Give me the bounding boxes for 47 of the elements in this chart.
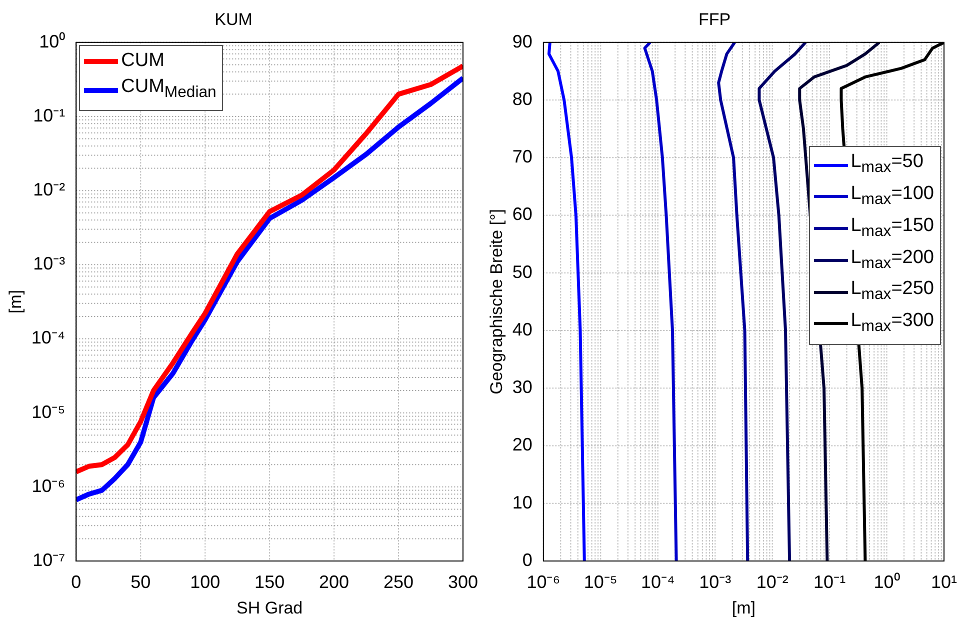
y-tick-label: 10⁻⁶ bbox=[32, 476, 66, 496]
x-tick-label: 10⁻⁶ bbox=[526, 572, 560, 592]
legend-label: L$_{max}$=300 bbox=[850, 309, 934, 337]
x-tick-label: 10⁻² bbox=[756, 572, 788, 592]
x-tick-label: 0 bbox=[71, 572, 82, 592]
y-tick-label: 10⁻² bbox=[33, 180, 66, 200]
x-axis-title: SH Grad bbox=[236, 598, 303, 618]
x-tick-label: 10¹ bbox=[930, 572, 958, 592]
x-tick-label: 300 bbox=[448, 572, 478, 592]
y-axis-title: [m] bbox=[6, 290, 25, 314]
y-tick-label: 0 bbox=[522, 550, 532, 570]
y-tick-label: 80 bbox=[512, 88, 532, 109]
x-tick-label: 10⁻¹ bbox=[814, 572, 846, 592]
y-tick-label: 10⁻¹ bbox=[33, 105, 66, 126]
x-tick-label: 250 bbox=[383, 572, 414, 592]
y-tick-label: 90 bbox=[512, 31, 532, 52]
y-tick-label: 10⁻⁴ bbox=[31, 328, 66, 348]
legend-label: L$_{max}$=250 bbox=[850, 277, 934, 306]
y-tick-label: 50 bbox=[512, 262, 532, 282]
legend-label: L$_{max}$=50 bbox=[850, 150, 924, 178]
legend-label: L$_{max}$=200 bbox=[850, 246, 934, 274]
y-tick-label: 10⁻⁷ bbox=[32, 550, 66, 570]
y-tick-label: 70 bbox=[512, 146, 532, 167]
y-tick-label: 20 bbox=[512, 434, 532, 455]
y-tick-label: 60 bbox=[512, 204, 532, 224]
y-tick-label: 30 bbox=[512, 377, 532, 398]
x-tick-label: 100 bbox=[190, 572, 220, 592]
x-tick-label: 10⁻⁵ bbox=[584, 572, 618, 592]
chart-title: KUM bbox=[214, 10, 252, 29]
x-tick-label: 10⁰ bbox=[874, 572, 900, 592]
y-axis-title: Geographische Breite [°] bbox=[486, 208, 506, 394]
x-tick-label: 10⁻⁴ bbox=[640, 572, 675, 592]
legend-label: L$_{max}$=150 bbox=[850, 214, 934, 242]
y-tick-label: 10⁻⁵ bbox=[32, 402, 66, 422]
y-tick-label: 10 bbox=[512, 492, 532, 512]
x-tick-label: 10⁻³ bbox=[699, 572, 732, 592]
y-tick-label: 10⁻³ bbox=[33, 254, 66, 274]
y-tick-label: 10⁰ bbox=[39, 31, 66, 52]
legend-label: L$_{max}$=100 bbox=[850, 182, 934, 210]
x-tick-label: 150 bbox=[254, 572, 285, 592]
legend-label: CUM$_{Median}$ bbox=[121, 75, 216, 104]
chart-title: FFP bbox=[698, 10, 731, 29]
x-tick-label: 50 bbox=[130, 572, 151, 592]
x-tick-label: 200 bbox=[319, 572, 350, 592]
y-tick-label: 40 bbox=[512, 319, 532, 340]
legend-label: CUM bbox=[121, 49, 164, 74]
x-axis-title: [m] bbox=[732, 598, 756, 618]
